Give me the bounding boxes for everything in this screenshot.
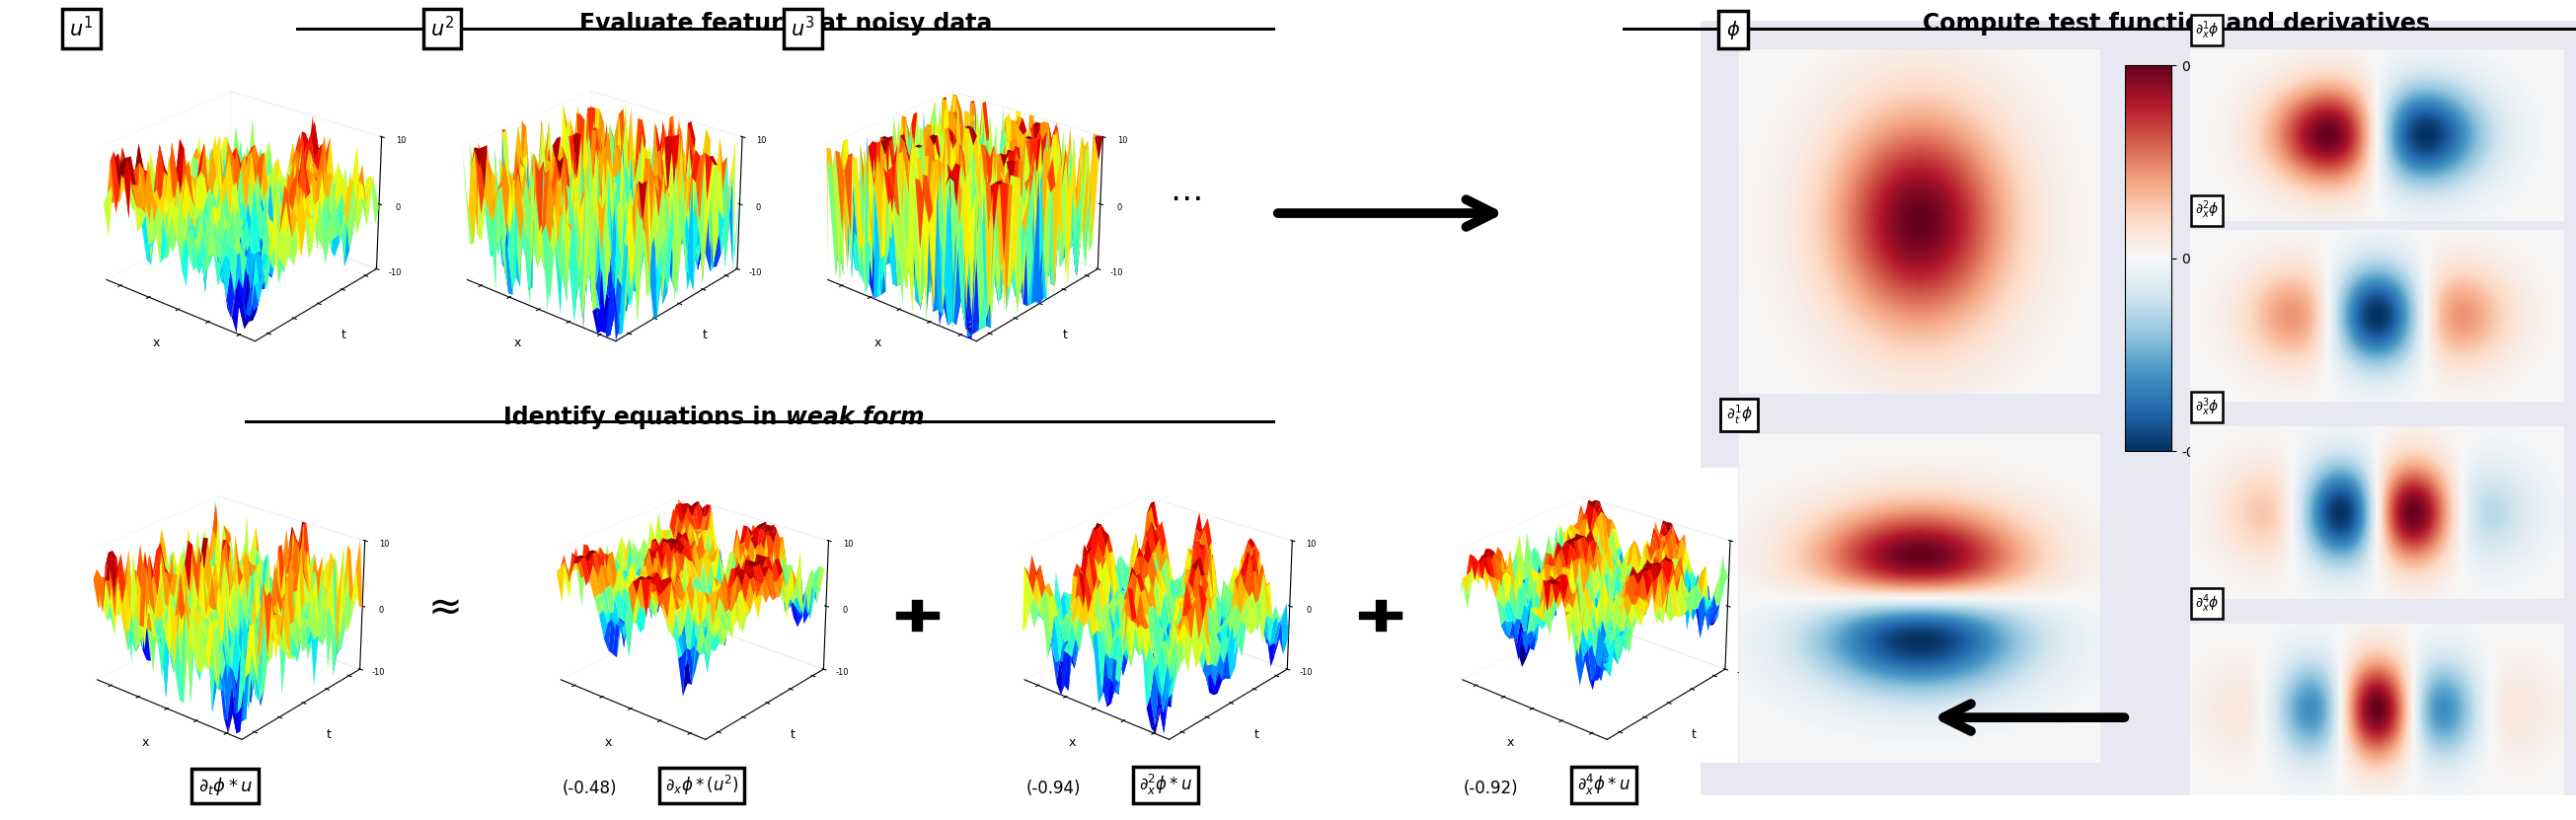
X-axis label: x: x [605, 736, 613, 749]
Text: (-0.92): (-0.92) [1463, 779, 1520, 797]
Text: $\partial_x^2\phi$: $\partial_x^2\phi$ [2195, 199, 2218, 221]
X-axis label: x: x [1507, 736, 1515, 749]
X-axis label: x: x [142, 736, 149, 749]
Y-axis label: t: t [343, 329, 345, 342]
Y-axis label: t: t [1692, 728, 1698, 741]
Y-axis label: t: t [791, 728, 796, 741]
Text: $\approx$: $\approx$ [420, 586, 461, 627]
Text: $\phi$: $\phi$ [1726, 18, 1739, 41]
Y-axis label: t: t [327, 728, 332, 741]
Text: $\partial_t\phi * u$: $\partial_t\phi * u$ [198, 776, 252, 797]
X-axis label: x: x [152, 337, 160, 350]
Text: Identify equations in: Identify equations in [505, 406, 786, 430]
X-axis label: x: x [873, 337, 881, 350]
Y-axis label: t: t [703, 329, 706, 342]
Y-axis label: t: t [1255, 728, 1260, 741]
Text: $u^3$: $u^3$ [791, 16, 814, 41]
Text: $\partial_t^1\phi$: $\partial_t^1\phi$ [1726, 403, 1752, 426]
X-axis label: x: x [513, 337, 520, 350]
Text: weak form: weak form [786, 406, 925, 430]
Text: (-0.48): (-0.48) [562, 779, 618, 797]
Text: Evaluate features at noisy data: Evaluate features at noisy data [580, 12, 992, 36]
Text: $\partial_x^3\phi$: $\partial_x^3\phi$ [2195, 396, 2218, 418]
Text: $\partial_x^2\phi * u$: $\partial_x^2\phi * u$ [1139, 772, 1193, 797]
Text: $\partial_x^1\phi$: $\partial_x^1\phi$ [2195, 19, 2218, 41]
Text: $\partial_x^4\phi * u$: $\partial_x^4\phi * u$ [1577, 772, 1631, 797]
Text: Compute test function and derivatives: Compute test function and derivatives [1924, 12, 2429, 36]
Text: (-0.94): (-0.94) [1025, 779, 1082, 797]
Text: $u^2$: $u^2$ [430, 16, 453, 41]
X-axis label: x: x [1069, 736, 1077, 749]
Text: $\partial_x^4\phi$: $\partial_x^4\phi$ [2195, 593, 2218, 615]
Text: $\cdots$: $\cdots$ [1170, 180, 1200, 213]
Y-axis label: t: t [1064, 329, 1066, 342]
Text: $\partial_x\phi*(u^2)$: $\partial_x\phi*(u^2)$ [665, 773, 739, 797]
Text: $u^1$: $u^1$ [70, 16, 93, 41]
